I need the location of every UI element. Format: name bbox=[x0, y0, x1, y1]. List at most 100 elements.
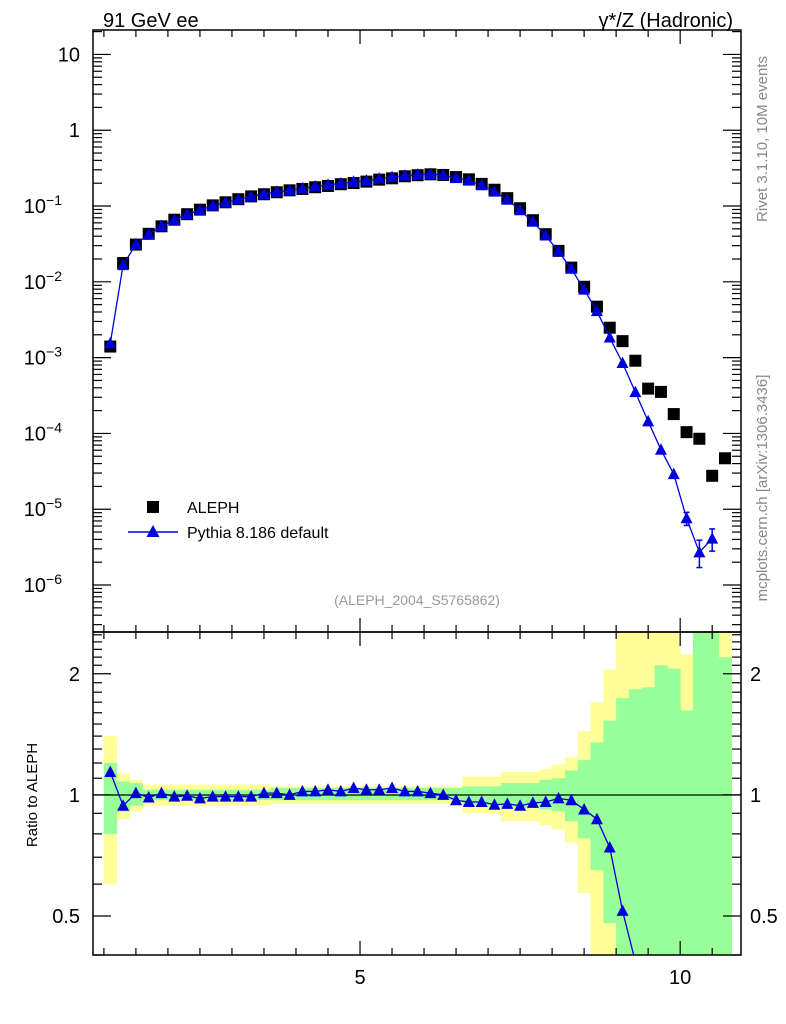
data-point-pythia bbox=[193, 203, 206, 216]
ratio-point-pythia bbox=[219, 790, 232, 802]
ratio-point-pythia bbox=[565, 793, 578, 806]
ratio-point-pythia bbox=[578, 802, 591, 815]
ratio-band-inner bbox=[590, 742, 604, 871]
ratio-point-pythia bbox=[309, 784, 322, 797]
data-point-pythia bbox=[347, 175, 360, 187]
ratio-point-pythia bbox=[168, 790, 181, 802]
ratio-point-pythia bbox=[245, 790, 258, 802]
data-point-pythia bbox=[654, 443, 667, 455]
data-point-pythia bbox=[219, 196, 232, 208]
analysis-label: (ALEPH_2004_S5765862) bbox=[334, 592, 500, 608]
data-point-pythia bbox=[245, 190, 258, 202]
ratio-bands bbox=[103, 632, 732, 955]
ratio-point-pythia bbox=[475, 795, 488, 808]
data-point-pythia bbox=[104, 336, 117, 349]
data-point-pythia bbox=[501, 193, 514, 205]
ratio-point-pythia bbox=[373, 783, 386, 795]
data-point-pythia bbox=[667, 467, 680, 480]
y-tick-label: 10−2 bbox=[24, 268, 62, 294]
data-point-pythia bbox=[552, 245, 565, 257]
ratio-y-label: Ratio to ALEPH bbox=[24, 743, 41, 847]
legend-marker-pythia bbox=[146, 525, 160, 537]
y-tick-label: 10−3 bbox=[24, 344, 62, 370]
ratio-band-inner bbox=[616, 698, 630, 955]
data-point-aleph bbox=[680, 426, 693, 439]
ratio-point-pythia bbox=[257, 786, 270, 799]
ratio-point-pythia bbox=[526, 796, 539, 808]
legend: ALEPH Pythia 8.186 default bbox=[128, 500, 329, 542]
main-series bbox=[104, 167, 731, 569]
ratio-tick-label-left: 0.5 bbox=[52, 906, 80, 928]
y-tick-label: 10−5 bbox=[24, 495, 62, 521]
axes: 5 10 10 1 10−1 10−2 10−3 10−4 10−5 10−6 2 2 1 1 0.5 0.5 bbox=[24, 30, 778, 989]
data-point-pythia bbox=[462, 174, 475, 186]
data-point-pythia bbox=[514, 203, 527, 216]
ratio-band-inner bbox=[641, 687, 656, 955]
x-tick-label: 5 bbox=[354, 967, 365, 989]
ratio-point-pythia bbox=[142, 791, 155, 803]
ratio-band-inner bbox=[449, 788, 463, 801]
data-point-pythia bbox=[117, 258, 130, 271]
legend-label-aleph: ALEPH bbox=[187, 500, 239, 517]
side-label-top: Rivet 3.1.10, 10M events bbox=[754, 56, 771, 222]
ratio-band-inner bbox=[116, 781, 130, 812]
data-point-pythia bbox=[526, 215, 539, 227]
ratio-point-pythia bbox=[360, 783, 373, 795]
title-right: γ*/Z (Hadronic) bbox=[599, 10, 733, 32]
data-point-pythia bbox=[616, 356, 629, 368]
ratio-point-pythia bbox=[488, 798, 501, 810]
legend-label-pythia: Pythia 8.186 default bbox=[187, 525, 329, 542]
ratio-band-inner bbox=[667, 668, 681, 955]
data-point-pythia bbox=[488, 185, 501, 197]
ratio-band-inner bbox=[718, 657, 732, 955]
ratio-point-pythia bbox=[616, 904, 629, 916]
ratio-point-pythia bbox=[450, 793, 463, 806]
data-point-pythia bbox=[270, 185, 283, 197]
ratio-point-pythia bbox=[104, 765, 117, 777]
ratio-point-pythia bbox=[193, 791, 206, 804]
data-point-pythia bbox=[129, 237, 142, 250]
ratio-point-pythia bbox=[283, 788, 296, 800]
data-point-pythia bbox=[450, 171, 463, 184]
ratio-band-inner bbox=[680, 710, 694, 955]
ratio-band-inner bbox=[577, 760, 592, 839]
data-point-pythia bbox=[642, 414, 655, 427]
ratio-band-inner bbox=[692, 632, 707, 955]
data-point-pythia bbox=[437, 168, 450, 180]
data-point-aleph bbox=[718, 452, 731, 465]
ratio-point-pythia bbox=[539, 795, 552, 808]
data-point-pythia bbox=[603, 331, 616, 343]
data-point-pythia bbox=[321, 178, 334, 190]
ratio-point-pythia bbox=[424, 786, 437, 799]
y-tick-label: 10 bbox=[58, 44, 80, 66]
data-point-pythia bbox=[590, 304, 603, 317]
ratio-point-pythia bbox=[437, 788, 450, 800]
ratio-tick-label-right: 1 bbox=[750, 785, 761, 807]
x-tick-label: 10 bbox=[669, 967, 691, 989]
ratio-point-pythia bbox=[232, 790, 245, 802]
data-point-pythia bbox=[257, 187, 270, 200]
ratio-point-pythia bbox=[270, 786, 283, 799]
data-point-aleph bbox=[654, 385, 667, 398]
ratio-point-pythia bbox=[334, 784, 347, 797]
ratio-band-inner bbox=[654, 665, 668, 955]
ratio-point-pythia bbox=[321, 783, 334, 795]
ratio-point-pythia bbox=[181, 789, 194, 801]
data-point-pythia bbox=[424, 167, 437, 179]
ratio-point-pythia bbox=[129, 786, 142, 799]
data-point-pythia bbox=[232, 192, 245, 205]
data-point-pythia bbox=[181, 207, 194, 220]
ratio-panel-frame bbox=[92, 631, 742, 956]
data-point-pythia bbox=[360, 174, 373, 186]
ratio-point-pythia bbox=[411, 784, 424, 797]
data-point-pythia bbox=[206, 199, 219, 211]
data-point-pythia bbox=[309, 179, 322, 192]
y-tick-label: 10−4 bbox=[24, 419, 62, 445]
data-point-pythia bbox=[373, 172, 386, 184]
ratio-point-pythia bbox=[590, 812, 603, 825]
ratio-point-pythia bbox=[296, 784, 309, 797]
data-point-aleph bbox=[706, 469, 719, 482]
data-point-pythia bbox=[386, 170, 399, 183]
y-tick-label: 1 bbox=[69, 120, 80, 142]
